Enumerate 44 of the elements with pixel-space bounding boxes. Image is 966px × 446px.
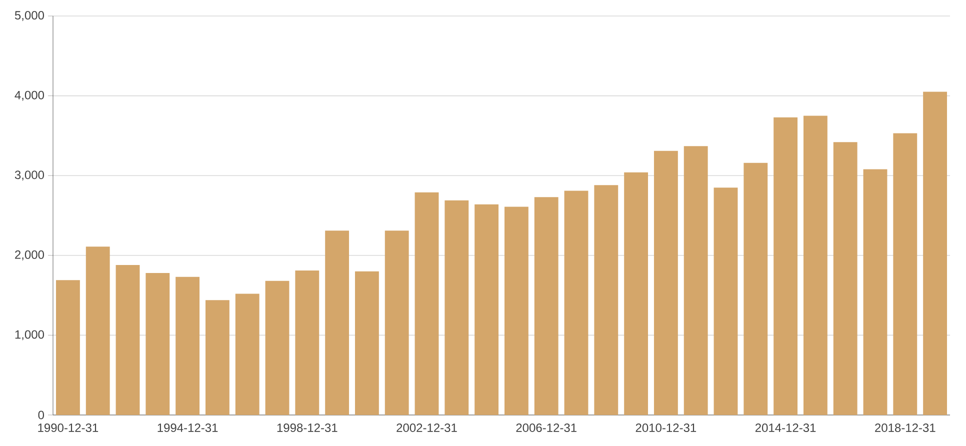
bar [56, 280, 80, 415]
y-tick-label: 3,000 [14, 170, 44, 181]
y-tick-label: 0 [38, 410, 44, 420]
bar [265, 280, 290, 415]
bar [714, 188, 738, 415]
bar [744, 162, 768, 415]
bar [474, 204, 499, 415]
x-tick-label: 2018-12-31 [875, 424, 936, 432]
bar [624, 172, 648, 415]
bar [893, 133, 918, 415]
bar [116, 264, 140, 415]
bar [384, 230, 409, 415]
bar [414, 192, 439, 415]
bar [235, 294, 260, 415]
bar [206, 300, 230, 415]
bar [594, 185, 618, 415]
bar [863, 169, 888, 415]
x-tick-label: 2002-12-31 [396, 424, 457, 432]
bar [444, 200, 469, 415]
bar [355, 271, 379, 415]
bar [654, 150, 678, 415]
x-tick-label: 2014-12-31 [755, 424, 816, 432]
bar [923, 92, 948, 415]
bar [774, 117, 798, 415]
bar [325, 230, 350, 415]
bar [295, 270, 320, 415]
bar [146, 272, 170, 415]
y-tick-label: 4,000 [14, 90, 44, 101]
bar [684, 146, 708, 415]
y-tick-label: 2,000 [15, 250, 44, 260]
x-tick-label: 1990-12-31 [38, 424, 98, 432]
x-tick-label: 1998-12-31 [277, 424, 338, 432]
x-tick-label: 2006-12-31 [516, 424, 576, 432]
bar [564, 190, 588, 415]
bar [86, 246, 110, 415]
bar [833, 142, 858, 415]
y-tick-label: 1,000 [15, 330, 44, 340]
y-tick-label: 5,000 [14, 11, 44, 21]
x-tick-label: 2010-12-31 [636, 424, 696, 432]
bar [803, 116, 828, 415]
bar [504, 206, 528, 415]
bar [176, 276, 200, 415]
bar [534, 197, 558, 415]
x-tick-label: 1994-12-31 [158, 424, 218, 432]
